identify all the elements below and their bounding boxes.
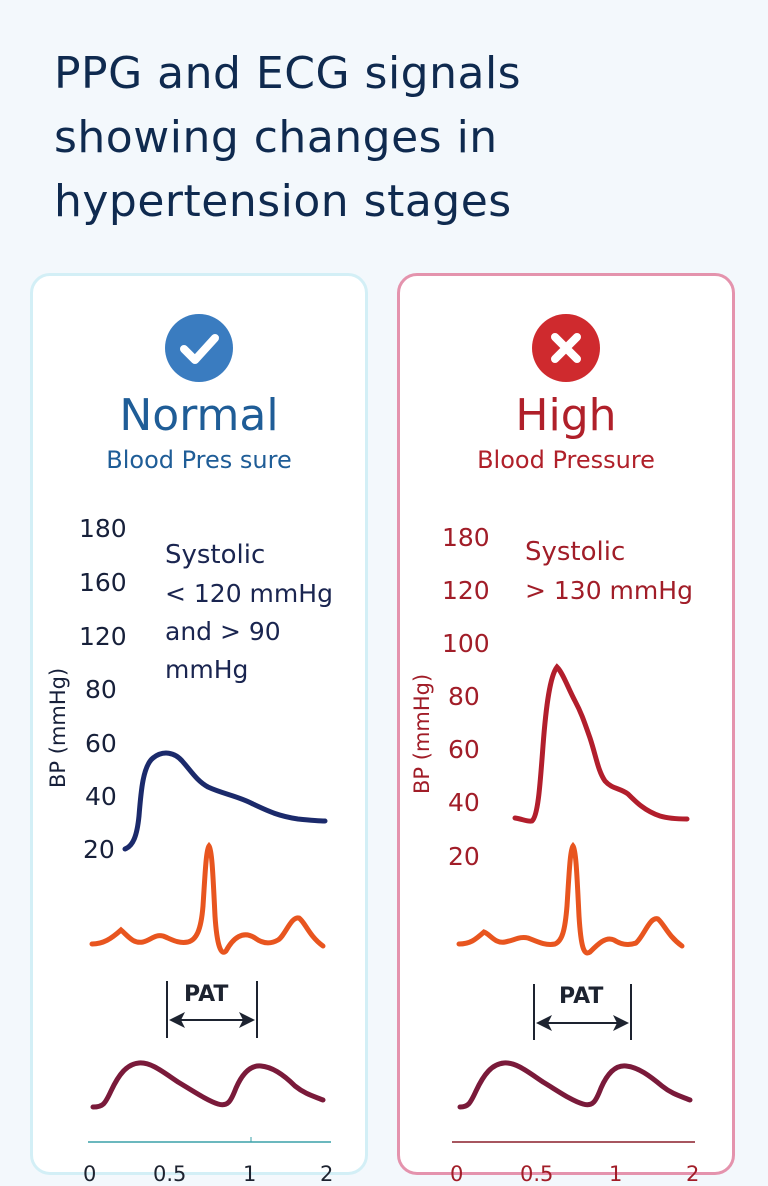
y-tick: 60 (448, 735, 480, 764)
ecg-waveform (456, 841, 685, 956)
y-tick: 80 (85, 675, 117, 704)
y-tick: 20 (448, 842, 480, 871)
signals-plot (452, 663, 695, 1143)
ppg-waveform (457, 1060, 693, 1110)
systolic-title: Systolic (165, 540, 266, 570)
y-tick: 20 (83, 835, 115, 864)
systolic-title: Systolic (525, 537, 626, 567)
pat-label: PAT (559, 984, 604, 1009)
y-tick: 120 (79, 622, 127, 651)
stage-title: High (515, 390, 617, 441)
normal-bp-panel: Normal Blood Pres sure 180 160 120 80 60… (30, 273, 368, 1186)
y-tick: 100 (442, 629, 490, 658)
x-tick: 0 (450, 1162, 464, 1186)
title-line-1: PPG and ECG signals (54, 48, 522, 99)
signals-plot (88, 750, 331, 1143)
x-tick: 0.5 (153, 1162, 187, 1186)
bp-waveform (512, 663, 690, 824)
stage-subtitle: Blood Pressure (477, 446, 655, 474)
y-tick: 60 (85, 729, 117, 758)
title-line-2: showing changes in (54, 112, 498, 163)
x-tick: 2 (686, 1162, 700, 1186)
x-tick: 0.5 (520, 1162, 554, 1186)
y-tick: 160 (79, 568, 127, 597)
page-title: PPG and ECG signals showing changes in h… (54, 42, 734, 234)
y-tick: 40 (448, 788, 480, 817)
bp-waveform (122, 750, 328, 852)
ecg-waveform (89, 841, 326, 955)
stage-subtitle: Blood Pres sure (106, 446, 292, 474)
systolic-range-line-2: and > 90 (165, 617, 281, 646)
high-bp-panel: High Blood Pressure 180 120 100 80 60 40… (397, 273, 735, 1186)
pat-label: PAT (184, 982, 229, 1007)
x-tick: 2 (320, 1162, 334, 1186)
stage-title: Normal (119, 390, 279, 441)
x-tick: 0 (83, 1162, 97, 1186)
y-tick: 180 (442, 523, 490, 552)
x-tick: 1 (609, 1162, 623, 1186)
y-tick: 80 (448, 682, 480, 711)
title-line-3: hypertension stages (54, 176, 512, 227)
y-tick: 120 (442, 576, 490, 605)
systolic-range-line-1: < 120 mmHg (165, 579, 333, 608)
y-tick: 180 (79, 514, 127, 543)
check-circle-icon (164, 313, 234, 383)
x-tick: 1 (243, 1162, 257, 1186)
systolic-range-line-3: mmHg (165, 655, 249, 684)
y-tick: 40 (85, 782, 117, 811)
ppg-waveform (90, 1060, 326, 1110)
systolic-range-line-1: > 130 mmHg (525, 576, 693, 605)
x-circle-icon (531, 313, 601, 383)
